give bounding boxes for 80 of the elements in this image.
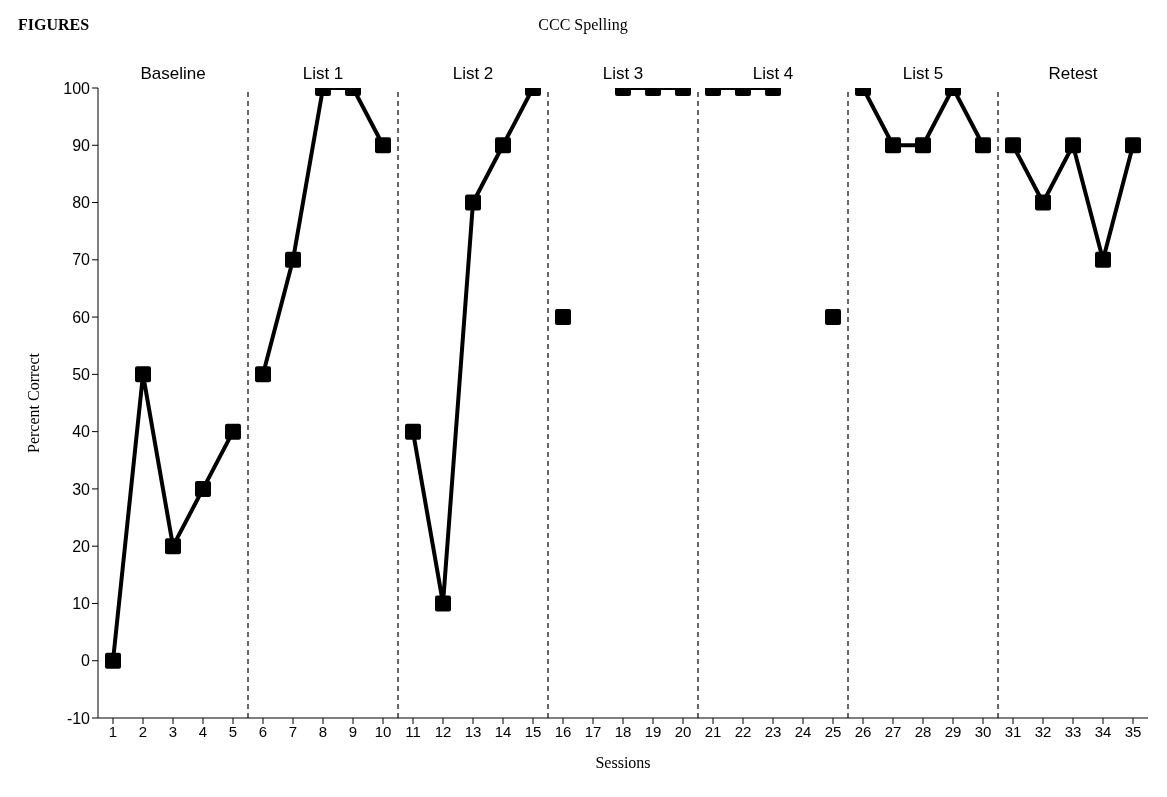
x-tick-label: 10 [374,722,392,740]
x-tick-label: 17 [584,722,602,740]
x-tick-label: 31 [1004,722,1022,740]
x-tick-label: 14 [494,722,512,740]
point [135,366,151,383]
x-tick-label: 28 [914,722,932,740]
point [1125,137,1141,154]
point [435,595,451,612]
y-tick-label: 60 [72,308,91,326]
x-tick-label: 19 [644,722,662,740]
point [1005,137,1021,154]
x-tick-label: 8 [318,722,328,740]
text: List 2 [451,64,495,84]
x-tick-label: 6 [258,722,268,740]
point [1065,137,1081,154]
y-tick-label: 50 [72,366,91,384]
point [285,251,301,268]
x-tick-label: 11 [405,722,421,740]
chart-title: CCC Spelling [538,16,628,33]
x-tick-label: 5 [228,722,238,740]
y-tick-label: 10 [72,595,91,613]
x-axis-title: Sessions [595,754,651,771]
y-tick-label: -10 [66,709,91,727]
point [975,137,991,154]
y-tick-label: 40 [72,423,91,441]
point [1035,194,1051,211]
x-tick-label: 4 [198,722,208,740]
text: List 1 [301,64,345,84]
point [195,480,211,497]
x-tick-label: 9 [348,722,358,740]
x-tick-label: 24 [794,722,812,740]
x-tick-label: 21 [704,722,722,740]
text: Retest [1047,64,1099,84]
y-tick-label: 0 [81,652,91,670]
x-tick-label: 2 [138,722,148,740]
point [1095,251,1111,268]
x-tick-label: 25 [824,722,842,740]
text: Baseline [139,64,207,84]
x-tick-label: 26 [854,722,872,740]
x-tick-label: 30 [974,722,992,740]
y-tick-label: 80 [72,194,91,212]
point [375,137,391,154]
point [915,137,931,154]
point [825,309,841,326]
x-tick-label: 18 [614,722,632,740]
x-tick-label: 32 [1034,722,1052,740]
x-tick-label: 7 [288,722,298,740]
y-tick-label: 90 [72,136,91,154]
y-axis-title: Percent Correct [24,352,42,453]
x-tick-label: 23 [764,722,782,740]
x-tick-label: 34 [1094,722,1112,740]
y-tick-label: 20 [72,537,91,555]
x-tick-label: 29 [944,722,962,740]
point [165,538,181,555]
point [225,423,241,440]
point [105,652,121,669]
point [555,309,571,326]
x-tick-label: 16 [554,722,572,740]
x-tick-label: 1 [108,722,118,740]
x-tick-label: 33 [1064,722,1082,740]
y-tick-label: 100 [63,79,91,97]
point [465,194,481,211]
x-tick-label: 22 [734,722,752,740]
text: FIGURES [18,16,90,34]
point [255,366,271,383]
x-tick-label: 13 [464,722,482,740]
x-tick-label: 35 [1124,722,1142,740]
x-tick-label: 27 [884,722,902,740]
point [405,423,421,440]
x-tick-label: 15 [524,722,542,740]
text: List 3 [601,64,645,84]
x-tick-label: 12 [434,722,452,740]
y-tick-label: 70 [72,251,91,269]
text: List 4 [751,64,795,84]
text: List 5 [901,64,945,84]
y-tick-label: 30 [72,480,91,498]
x-tick-label: 20 [674,722,692,740]
x-tick-label: 3 [168,722,178,740]
point [495,137,511,154]
point [885,137,901,154]
